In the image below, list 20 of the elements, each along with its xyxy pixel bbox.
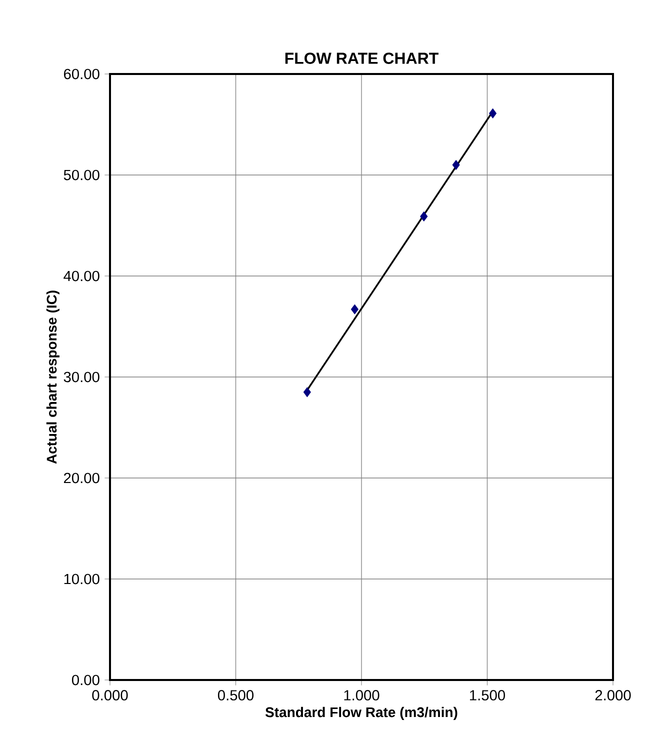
y-tick-label: 20.00 <box>64 472 100 484</box>
point <box>489 108 497 118</box>
y-tick-label: 60.00 <box>64 68 100 80</box>
y-tick-label: 50.00 <box>64 170 100 180</box>
y-tick-label: 40.00 <box>64 270 100 282</box>
x-axis-title: Standard Flow Rate (m3/min) <box>265 706 458 720</box>
y-axis-title: Actual chart response (IC) <box>46 290 60 464</box>
y-tick-label: 30.00 <box>64 372 100 382</box>
point <box>452 160 460 170</box>
y-tick-label: 10.00 <box>64 574 100 584</box>
x-tick-label: 1.500 <box>470 690 506 700</box>
y-tick-label: 0.00 <box>72 674 100 686</box>
x-tick-label: 2.000 <box>595 690 631 700</box>
x-tick-label: 0.500 <box>218 690 254 700</box>
x-tick-label: 0.000 <box>92 690 128 700</box>
point <box>303 387 311 398</box>
point <box>350 304 358 314</box>
x-tick-label: 1.000 <box>344 690 380 700</box>
point <box>420 211 428 222</box>
chart-title: FLOW RATE CHART <box>285 52 438 64</box>
